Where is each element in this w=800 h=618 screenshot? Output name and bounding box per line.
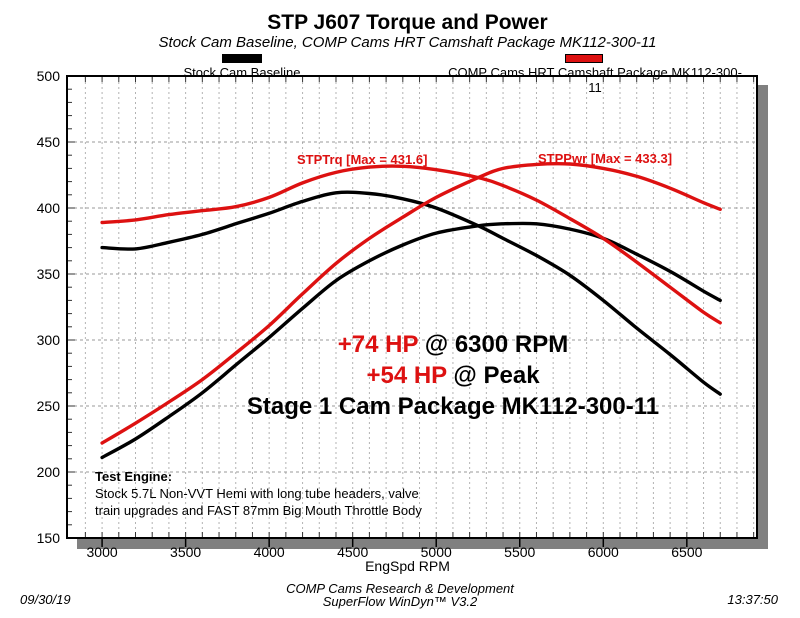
test-engine-heading: Test Engine:: [95, 469, 173, 484]
legend-label-comp: COMP Cams HRT Camshaft Package MK112-300…: [448, 65, 742, 95]
y-tick-label: 450: [36, 134, 60, 150]
y-tick-label: 250: [36, 398, 60, 414]
legend-label-stock: Stock Cam Baseline: [183, 65, 301, 80]
hp-gain-peak-black: @ Peak: [446, 362, 540, 389]
y-tick-label: 350: [36, 266, 60, 282]
x-tick-label: 5500: [504, 544, 536, 560]
x-tick-label: 4500: [337, 544, 369, 560]
hp-gain-peak-red: +54 HP: [366, 362, 447, 389]
hp-gain-6300-red: +74 HP: [337, 331, 419, 358]
power-max-label: STPPwr [Max = 433.3]: [538, 151, 673, 166]
curve-comp_power: [100, 161, 722, 445]
y-tick-label: 150: [36, 530, 60, 546]
hp-gain-peak-annotation: +54 HP @ Peak: [103, 362, 800, 390]
package-name-annotation: Stage 1 Cam Package MK112-300-11: [246, 393, 660, 420]
x-tick-label: 6500: [671, 544, 703, 560]
y-tick-label: 400: [36, 200, 60, 216]
report-time: 13:37:50: [727, 592, 778, 607]
footer-org: COMP Cams Research & Development: [286, 581, 514, 596]
y-tick-label: 300: [36, 332, 60, 348]
x-tick-label: 4000: [253, 544, 285, 560]
page-subtitle: Stock Cam Baseline, COMP Cams HRT Camsha…: [158, 34, 657, 51]
test-engine-line2: train upgrades and FAST 87mm Big Mouth T…: [95, 503, 422, 518]
hp-gain-6300-black: @ 6300 RPM: [418, 331, 569, 358]
torque-max-label: STPTrq [Max = 431.6]: [297, 152, 428, 167]
x-tick-label: 6000: [587, 544, 619, 560]
footer-software: SuperFlow WinDyn™ V3.2: [322, 594, 478, 609]
y-tick-label: 200: [36, 464, 60, 480]
legend-swatch-comp: [565, 54, 603, 63]
curve-comp_torque: [100, 164, 722, 325]
curve-stock_torque: [100, 190, 722, 396]
x-tick-label: 5000: [420, 544, 452, 560]
report-date: 09/30/19: [20, 592, 71, 607]
hp-gain-6300-annotation: +74 HP @ 6300 RPM: [103, 331, 800, 359]
legend-swatch-stock: [222, 54, 262, 63]
x-axis-title: EngSpd RPM: [365, 558, 450, 574]
curve-stock_power: [100, 221, 722, 460]
page-title: STP J607 Torque and Power: [267, 11, 548, 34]
test-engine-line1: Stock 5.7L Non-VVT Hemi with long tube h…: [95, 486, 419, 501]
x-tick-label: 3000: [86, 544, 118, 560]
x-tick-label: 3500: [170, 544, 202, 560]
y-tick-label: 500: [36, 68, 60, 84]
